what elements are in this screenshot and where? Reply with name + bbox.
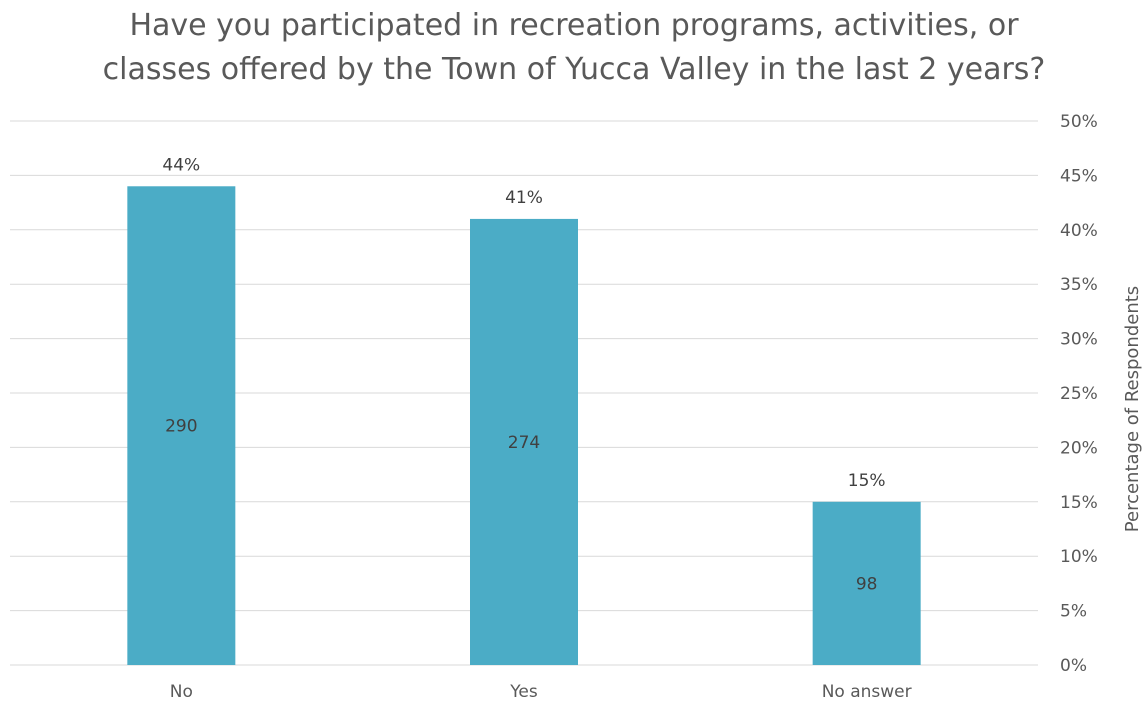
bar-no-answer <box>812 501 921 665</box>
bar-percent-label: 15% <box>848 471 886 491</box>
bar-percent-label: 44% <box>162 155 200 175</box>
y-tick-label: 30% <box>1060 330 1098 350</box>
y-tick-label: 20% <box>1060 438 1098 458</box>
bar-yes <box>470 218 578 666</box>
y-tick-label: 40% <box>1060 221 1098 241</box>
x-tick-label: No <box>170 682 193 702</box>
y-tick-label: 0% <box>1060 656 1087 676</box>
chart-title: Have you participated in recreation prog… <box>0 4 1148 92</box>
y-tick-label: 5% <box>1060 602 1087 622</box>
x-axis-ticks: No Yes No answer <box>170 682 912 702</box>
bars: 44% 290 41% 274 15% 98 <box>127 155 921 666</box>
y-tick-label: 45% <box>1060 166 1098 186</box>
y-tick-label: 10% <box>1060 547 1098 567</box>
x-tick-label: Yes <box>509 682 538 702</box>
chart-title-line-2: classes offered by the Town of Yucca Val… <box>102 52 1046 87</box>
bar-count-label: 274 <box>508 433 540 453</box>
x-tick-label: No answer <box>822 682 912 702</box>
chart-title-line-1: Have you participated in recreation prog… <box>129 8 1019 43</box>
y-tick-label: 25% <box>1060 384 1098 404</box>
bar-count-label: 290 <box>165 417 197 437</box>
y-tick-label: 35% <box>1060 275 1098 295</box>
bar-no <box>127 186 236 665</box>
bar-percent-label: 41% <box>505 188 543 208</box>
bar-count-label: 98 <box>856 574 878 594</box>
y-tick-label: 50% <box>1060 112 1098 132</box>
y-axis-ticks: 0% 5% 10% 15% 20% 25% 30% 35% 40% 45% 50% <box>1060 112 1098 676</box>
y-axis-title: Percentage of Respondents <box>1122 286 1143 532</box>
y-tick-label: 15% <box>1060 493 1098 513</box>
